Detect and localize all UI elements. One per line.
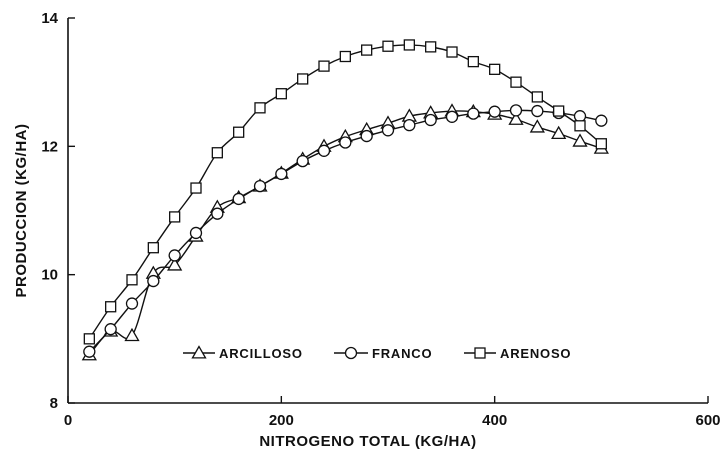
square-marker: [339, 50, 351, 63]
legend-circle-marker: [344, 346, 358, 360]
x-tick-label: 0: [64, 412, 72, 429]
series-layer: [81, 39, 609, 361]
square-marker: [446, 46, 458, 58]
triangle-marker: [124, 327, 140, 342]
y-tick-label: 12: [41, 138, 58, 155]
legend-label: FRANCO: [372, 346, 432, 361]
square-marker: [510, 76, 522, 88]
square-marker: [425, 41, 437, 53]
square-marker: [297, 73, 309, 85]
x-tick-label: 200: [269, 412, 294, 429]
series-arenoso: [83, 39, 607, 345]
legend-square-marker: [474, 347, 486, 359]
square-marker: [105, 301, 117, 313]
square-marker: [361, 44, 373, 56]
circle-marker: [168, 249, 181, 262]
square-marker: [553, 105, 565, 117]
triangle-marker: [508, 111, 524, 125]
circle-marker: [339, 136, 352, 149]
y-ticks: 8 10 12 14: [41, 10, 75, 412]
legend-triangle-marker: [191, 345, 207, 359]
x-axis-title: NITROGENO TOTAL (KG/HA): [259, 433, 476, 450]
circle-marker: [275, 167, 288, 181]
triangle-marker: [572, 133, 588, 147]
axes: 0 200 400 600 8 10 12 14: [41, 10, 720, 429]
circle-marker: [83, 345, 96, 358]
circle-marker: [509, 104, 523, 117]
series-line-arenoso: [88, 44, 602, 340]
circle-marker: [424, 113, 437, 127]
square-marker: [595, 138, 607, 150]
square-marker: [574, 120, 586, 132]
x-ticks: 0 200 400 600: [64, 396, 721, 429]
legend-item-arcilloso: ARCILLOSO: [183, 345, 303, 361]
square-marker: [318, 60, 330, 72]
x-tick-label: 400: [482, 412, 507, 429]
circle-marker: [595, 114, 608, 127]
circle-marker: [125, 297, 139, 310]
triangle-marker: [167, 257, 183, 271]
circle-marker: [296, 154, 309, 168]
square-marker: [403, 39, 415, 51]
square-marker: [83, 333, 95, 345]
y-axis-title: PRODUCCION (KG/HA): [13, 124, 30, 298]
square-marker: [467, 55, 479, 68]
square-marker: [233, 126, 245, 138]
circle-marker: [381, 124, 395, 137]
triangle-marker: [529, 119, 545, 133]
circle-marker: [253, 179, 267, 193]
legend-item-arenoso: ARENOSO: [464, 346, 571, 361]
y-tick-label: 10: [41, 267, 58, 284]
legend-label: ARCILLOSO: [219, 346, 303, 361]
y-tick-label: 14: [41, 10, 58, 27]
square-marker: [275, 88, 287, 100]
square-marker: [190, 182, 202, 194]
x-tick-label: 600: [695, 412, 720, 429]
circle-marker: [189, 226, 203, 240]
legend: ARCILLOSO FRANCO ARENOSO: [183, 345, 571, 361]
square-marker: [169, 211, 181, 223]
square-marker: [489, 63, 501, 75]
circle-marker: [232, 192, 245, 206]
square-marker: [382, 40, 394, 52]
circle-marker: [445, 110, 459, 123]
square-marker: [211, 147, 223, 159]
square-marker: [147, 242, 159, 254]
circle-marker: [573, 110, 587, 123]
legend-label: ARENOSO: [500, 346, 571, 361]
legend-item-franco: FRANCO: [334, 346, 432, 361]
circle-marker: [147, 274, 160, 288]
circle-marker: [403, 119, 416, 132]
circle-marker: [211, 207, 224, 220]
square-marker: [531, 91, 543, 103]
circle-marker: [467, 107, 480, 120]
series-franco: [83, 104, 608, 358]
circle-marker: [360, 129, 373, 143]
circle-marker: [317, 144, 331, 157]
square-marker: [126, 274, 138, 286]
circle-marker: [488, 105, 501, 118]
circle-marker: [531, 104, 544, 118]
triangle-marker: [551, 125, 567, 140]
square-marker: [254, 102, 266, 114]
y-tick-label: 8: [50, 395, 58, 412]
circle-marker: [104, 323, 117, 336]
